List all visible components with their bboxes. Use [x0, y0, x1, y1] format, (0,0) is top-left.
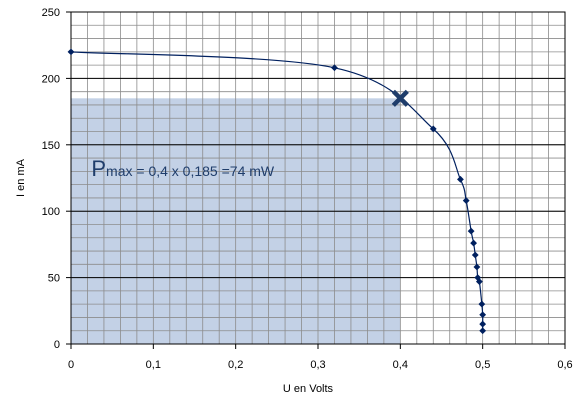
- x-tick-label: 0,4: [393, 359, 408, 371]
- data-point: [479, 320, 487, 328]
- y-tick-label: 200: [42, 73, 60, 85]
- x-tick-label: 0,5: [475, 359, 490, 371]
- y-axis-title: I en mA: [15, 158, 27, 197]
- x-tick-label: 0,6: [557, 359, 572, 371]
- data-point: [457, 175, 464, 183]
- max-power-marker: [391, 89, 409, 107]
- x-tick-label: 0: [68, 359, 74, 371]
- data-point: [473, 263, 481, 271]
- y-tick-label: 50: [48, 273, 60, 285]
- data-point: [475, 278, 483, 285]
- data-point: [478, 300, 486, 308]
- x-tick-label: 0,1: [146, 359, 161, 371]
- data-point: [331, 64, 338, 72]
- data-point: [479, 327, 487, 335]
- x-tick-label: 0,3: [310, 359, 325, 371]
- x-axis-title: U en Volts: [283, 383, 334, 395]
- data-point: [467, 227, 475, 235]
- data-point: [470, 239, 478, 247]
- y-tick-label: 150: [42, 140, 60, 152]
- data-point: [67, 48, 75, 56]
- data-point: [429, 125, 437, 133]
- x-tick-label: 0,2: [228, 359, 243, 371]
- pmax-annotation: Pmax = 0,4 x 0,185 =74 mW: [91, 156, 275, 181]
- y-tick-label: 250: [42, 7, 60, 19]
- y-tick-label: 100: [42, 206, 60, 218]
- y-tick-label: 0: [54, 339, 60, 351]
- data-point: [462, 197, 470, 204]
- data-point: [479, 311, 487, 319]
- data-point: [471, 251, 479, 259]
